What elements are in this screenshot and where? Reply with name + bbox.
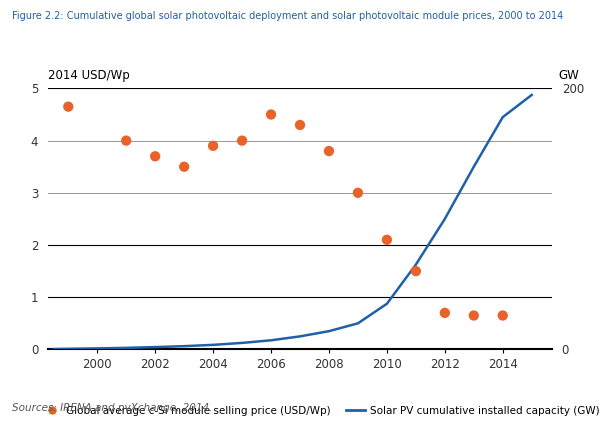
Text: Sources: IRENA and pvXchange, 2014.: Sources: IRENA and pvXchange, 2014. bbox=[12, 403, 212, 413]
Point bbox=[382, 237, 392, 243]
Point bbox=[64, 103, 73, 110]
Point bbox=[469, 312, 479, 319]
Point bbox=[411, 268, 421, 274]
Point bbox=[324, 148, 334, 155]
Point bbox=[121, 137, 131, 144]
Point bbox=[237, 137, 247, 144]
Legend: Global average c-Si module selling price (USD/Wp), Solar PV cumulative installed: Global average c-Si module selling price… bbox=[38, 402, 600, 420]
Point bbox=[208, 142, 218, 149]
Point bbox=[440, 309, 449, 316]
Point bbox=[353, 189, 363, 196]
Text: Figure 2.2: Cumulative global solar photovoltaic deployment and solar photovolta: Figure 2.2: Cumulative global solar phot… bbox=[12, 11, 563, 21]
Text: 2014 USD/Wp: 2014 USD/Wp bbox=[48, 69, 130, 82]
Point bbox=[498, 312, 508, 319]
Point bbox=[179, 163, 189, 170]
Point bbox=[266, 111, 276, 118]
Text: GW: GW bbox=[558, 69, 579, 82]
Point bbox=[295, 122, 305, 128]
Point bbox=[151, 153, 160, 160]
